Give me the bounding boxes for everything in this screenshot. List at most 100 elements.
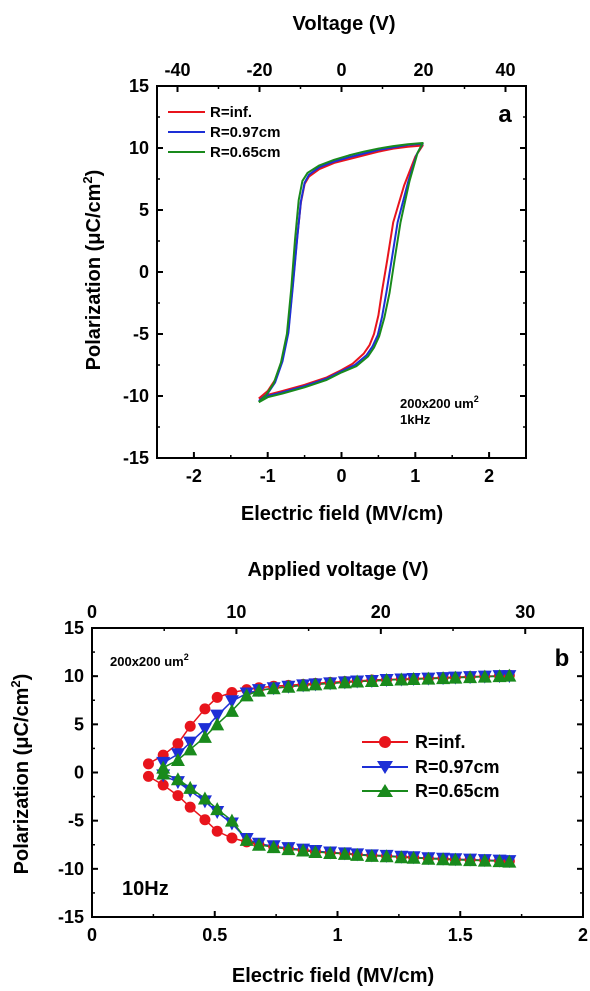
panel-b-y-axis-title-sup: 2 [8, 680, 23, 687]
panel-a-loop-1 [258, 142, 424, 402]
panel-b-y-axis-title-close: ) [11, 674, 33, 681]
panel-b-x-axis-title: Electric field (MV/cm) [232, 965, 434, 987]
panel-a-y-tick-label: -10 [123, 386, 149, 406]
panel-b-point-2 [239, 832, 254, 846]
panel-b-point-2 [492, 854, 507, 868]
panel-b-point-1 [224, 695, 239, 709]
panel-b-y-tick-label: -15 [58, 907, 84, 927]
panel-a-x-axis-title: Electric field (MV/cm) [241, 503, 443, 525]
panel-b-annotation-freq: 10Hz [122, 878, 169, 900]
panel-b-point-2 [197, 791, 212, 805]
panel-b-annotation-size: 200x200 um2 [110, 652, 189, 669]
legend-b-label-inf: R=inf. [415, 732, 466, 752]
panel-b-point-0 [211, 691, 223, 703]
panel-b-point-2 [224, 703, 239, 717]
panel-b-point-2 [379, 673, 394, 687]
panel-b-point-0 [142, 770, 154, 782]
panel-a-y-axis-title-sup: 2 [80, 176, 95, 183]
panel-b-y-tick-label: 10 [64, 666, 84, 686]
panel-b-top-tick-label: 30 [515, 602, 535, 622]
panel-b-point-0 [142, 758, 154, 770]
panel-b-annotation-size-sup: 2 [184, 652, 189, 662]
chart-panel-a: Voltage (V) -40 -20 0 20 40 Polarization (μC… [80, 13, 527, 525]
panel-a-y-axis-title-close: ) [83, 170, 105, 177]
panel-b-point-2 [421, 671, 436, 685]
panel-a-top-axis-title: Voltage (V) [293, 13, 396, 35]
panel-b-x-tick-label: 2 [578, 925, 588, 945]
panel-a-y-axis-title: Polarization (μC/cm2) [80, 170, 105, 371]
panel-b-point-2 [210, 802, 225, 816]
panel-b-point-0 [157, 779, 169, 791]
panel-b-x-tick-label: 0 [87, 925, 97, 945]
panel-a-x-tick-label: 2 [484, 466, 494, 486]
panel-b-point-2 [448, 852, 463, 866]
legend-a-label-065: R=0.65cm [210, 144, 280, 161]
panel-a-top-tick-label: -40 [164, 60, 190, 80]
panel-b-point-2 [350, 847, 365, 861]
panel-a-x-tick-label: -1 [260, 466, 276, 486]
panel-a-x-axis: -2 -1 0 1 2 [156, 452, 527, 486]
panel-b-top-tick-label: 20 [371, 602, 391, 622]
panel-b-point-1 [197, 723, 212, 737]
panel-b-point-2 [239, 688, 254, 702]
panel-b-point-2 [448, 670, 463, 684]
panel-a-y-tick-label: 10 [129, 138, 149, 158]
legend-b-label-065: R=0.65cm [415, 781, 500, 801]
panel-b-point-2 [350, 674, 365, 688]
panel-a-y-tick-label: -5 [133, 324, 149, 344]
panel-b-point-2 [463, 670, 478, 684]
panel-b-y-tick-label: 0 [74, 763, 84, 783]
panel-b-point-2 [379, 849, 394, 863]
panel-b-point-2 [266, 681, 281, 695]
panel-b-point-2 [183, 742, 198, 756]
panel-a-x-tick-label: -2 [186, 466, 202, 486]
panel-b-point-2 [224, 813, 239, 827]
panel-b-point-0 [172, 790, 184, 802]
panel-b-y-tick-label: -5 [68, 811, 84, 831]
panel-b-point-2 [170, 772, 185, 786]
panel-b-point-0 [199, 814, 211, 826]
panel-b-point-2 [421, 851, 436, 865]
legend-a-label-inf: R=inf. [210, 104, 252, 121]
panel-a-y-tick-label: 15 [129, 76, 149, 96]
panel-b-label: b [555, 645, 570, 672]
panel-b-point-2 [323, 676, 338, 690]
panel-a-top-tick-label: -20 [246, 60, 272, 80]
panel-b-point-2 [296, 678, 311, 692]
panel-a-legend: R=inf. R=0.97cm R=0.65cm [168, 104, 280, 161]
legend-b-label-097: R=0.97cm [415, 757, 500, 777]
panel-a-top-tick-label: 40 [495, 60, 515, 80]
panel-b-point-2 [251, 837, 266, 851]
panel-b-x-axis: 0 0.5 1 1.5 2 [87, 911, 588, 945]
panel-b-point-2 [210, 717, 225, 731]
panel-a-annotation-freq: 1kHz [400, 412, 431, 427]
panel-b-x-tick-label: 1 [332, 925, 342, 945]
legend-b-marker-097 [377, 761, 393, 774]
panel-b-point-0 [199, 703, 211, 715]
panel-b-point-2 [436, 671, 451, 685]
panel-b-point-2 [394, 672, 409, 686]
panel-b-point-2 [266, 840, 281, 854]
panel-b-point-0 [172, 738, 184, 750]
panel-a-annotation-size-text: 200x200 um [400, 396, 474, 411]
panel-b-point-2 [436, 852, 451, 866]
panel-b-y-tick-label: -10 [58, 859, 84, 879]
panel-b-point-2 [394, 850, 409, 864]
panel-b-point-2 [183, 780, 198, 794]
panel-a-annotation-size: 200x200 um2 [400, 394, 479, 411]
panel-b-y-tick-label: 5 [74, 714, 84, 734]
panel-b-point-2 [251, 683, 266, 697]
panel-b-series [142, 668, 517, 869]
panel-b-plot-frame [91, 627, 584, 918]
panel-a-plot-frame [156, 85, 527, 459]
panel-a-y-tick-label: 0 [139, 262, 149, 282]
panel-a-y-tick-label: -15 [123, 448, 149, 468]
panel-b-point-2 [492, 669, 507, 683]
panel-b-y-axis-title-main: Polarization (μC/cm [11, 688, 33, 875]
panel-b-point-2 [364, 673, 379, 687]
chart-panel-b: Applied voltage (V) 0 10 20 30 Polarization… [8, 559, 588, 987]
panel-b-point-2 [477, 669, 492, 683]
panel-b-point-2 [337, 846, 352, 860]
panel-b-point-2 [323, 845, 338, 859]
